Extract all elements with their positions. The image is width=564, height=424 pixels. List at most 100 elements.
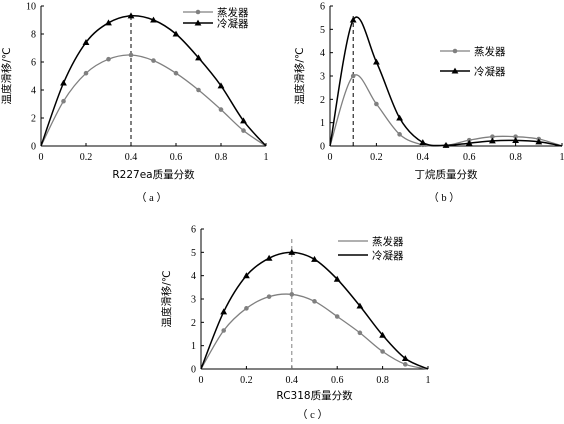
x-axis-label: 丁烷质量分数 — [415, 168, 478, 181]
data-point-condenser — [373, 58, 380, 65]
legend-marker-condenser — [451, 67, 459, 74]
data-point-condenser — [172, 30, 180, 37]
data-point-evaporator — [374, 101, 379, 107]
data-point-evaporator — [289, 292, 295, 297]
y-tick-label: 4 — [191, 271, 196, 282]
series-line-condenser — [329, 16, 563, 147]
data-point-condenser — [82, 39, 90, 45]
data-point-evaporator — [173, 70, 179, 76]
series-line-evaporator — [329, 74, 563, 147]
data-point-condenser — [311, 255, 318, 262]
series-line-evaporator — [200, 293, 429, 370]
data-point-condenser — [489, 137, 496, 144]
y-tick-label: 0 — [31, 142, 36, 153]
x-tick-label: 1 — [264, 152, 269, 163]
data-point-evaporator — [241, 128, 246, 133]
series-line-condenser — [200, 251, 429, 370]
data-point-evaporator — [221, 328, 226, 333]
data-point-evaporator — [312, 299, 317, 304]
y-tick-label: 4 — [31, 86, 36, 97]
data-point-condenser — [419, 139, 427, 146]
data-point-evaporator — [357, 330, 363, 336]
x-tick-label: 0.2 — [370, 152, 383, 163]
data-point-condenser — [243, 272, 250, 279]
panel-caption: （ c ） — [297, 409, 328, 421]
panel-caption: （ a ） — [136, 192, 167, 204]
data-point-evaporator — [490, 134, 495, 139]
y-tick-label: 2 — [31, 114, 36, 125]
data-point-condenser — [288, 248, 296, 255]
y-axis-label: 温度滑移/℃ — [293, 47, 306, 104]
x-tick-label: 0.8 — [509, 152, 522, 163]
legend-label-condenser: 冷凝器 — [474, 65, 506, 78]
x-axis-label: RC318质量分数 — [276, 389, 353, 402]
x-tick-label: 0 — [328, 152, 333, 163]
legend-marker-condenser — [194, 19, 202, 26]
data-point-condenser — [333, 275, 341, 282]
data-point-evaporator — [218, 107, 224, 112]
x-axis-label: R227ea质量分数 — [112, 168, 195, 181]
data-point-evaporator — [106, 56, 111, 62]
legend-marker-evaporator — [195, 9, 201, 15]
data-point-condenser — [265, 254, 273, 261]
data-point-evaporator — [334, 314, 340, 319]
y-tick-label: 0 — [320, 142, 325, 153]
data-point-evaporator — [513, 134, 518, 139]
data-point-condenser — [150, 16, 157, 23]
y-tick-label: 5 — [191, 248, 196, 259]
y-tick-label: 5 — [320, 25, 325, 36]
data-point-evaporator — [380, 349, 385, 354]
x-tick-label: 0 — [39, 152, 44, 163]
panel-caption: （ b ） — [428, 192, 460, 204]
data-point-evaporator — [266, 294, 272, 299]
data-point-evaporator — [397, 132, 402, 137]
x-tick-label: 0.4 — [125, 152, 138, 163]
x-tick-label: 0.6 — [331, 375, 344, 386]
x-tick-label: 0.4 — [417, 152, 430, 163]
legend-marker-evaporator — [452, 48, 458, 54]
data-point-condenser — [127, 12, 135, 19]
data-point-condenser — [465, 139, 473, 146]
data-point-evaporator — [128, 52, 134, 58]
legend-label-condenser: 冷凝器 — [217, 17, 249, 30]
y-tick-label: 0 — [191, 365, 196, 376]
data-point-condenser — [349, 16, 357, 23]
y-tick-label: 1 — [320, 118, 325, 129]
data-point-condenser — [217, 82, 225, 89]
x-tick-label: 0.2 — [80, 152, 93, 163]
data-point-condenser — [60, 79, 67, 86]
y-tick-label: 6 — [31, 58, 36, 69]
x-tick-label: 0.4 — [286, 375, 299, 386]
data-point-condenser — [105, 19, 112, 26]
data-point-evaporator — [244, 306, 249, 311]
y-tick-label: 3 — [320, 72, 325, 83]
x-tick-label: 1 — [426, 375, 431, 386]
data-point-evaporator — [350, 73, 356, 79]
data-point-condenser — [442, 141, 450, 148]
series-line-evaporator — [40, 54, 267, 147]
x-tick-label: 0 — [199, 375, 204, 386]
y-tick-label: 2 — [320, 95, 325, 106]
y-tick-label: 1 — [191, 341, 196, 352]
y-tick-label: 10 — [26, 2, 36, 13]
x-tick-label: 0.8 — [215, 152, 228, 163]
y-tick-label: 3 — [191, 295, 196, 306]
y-tick-label: 4 — [320, 48, 325, 59]
legend-label-evaporator: 蒸发器 — [474, 45, 506, 58]
x-tick-label: 0.6 — [463, 152, 476, 163]
data-point-condenser — [535, 138, 543, 145]
y-axis-label: 温度滑移/℃ — [0, 47, 13, 104]
data-point-condenser — [356, 302, 364, 309]
series-line-condenser — [40, 14, 267, 147]
y-tick-label: 8 — [31, 30, 36, 41]
data-point-condenser — [512, 137, 519, 143]
x-tick-label: 0.6 — [170, 152, 183, 163]
data-point-condenser — [240, 117, 247, 124]
data-point-evaporator — [61, 98, 66, 104]
legend-label-evaporator: 蒸发器 — [372, 235, 404, 248]
x-tick-label: 1 — [560, 152, 564, 163]
data-point-evaporator — [196, 87, 201, 93]
